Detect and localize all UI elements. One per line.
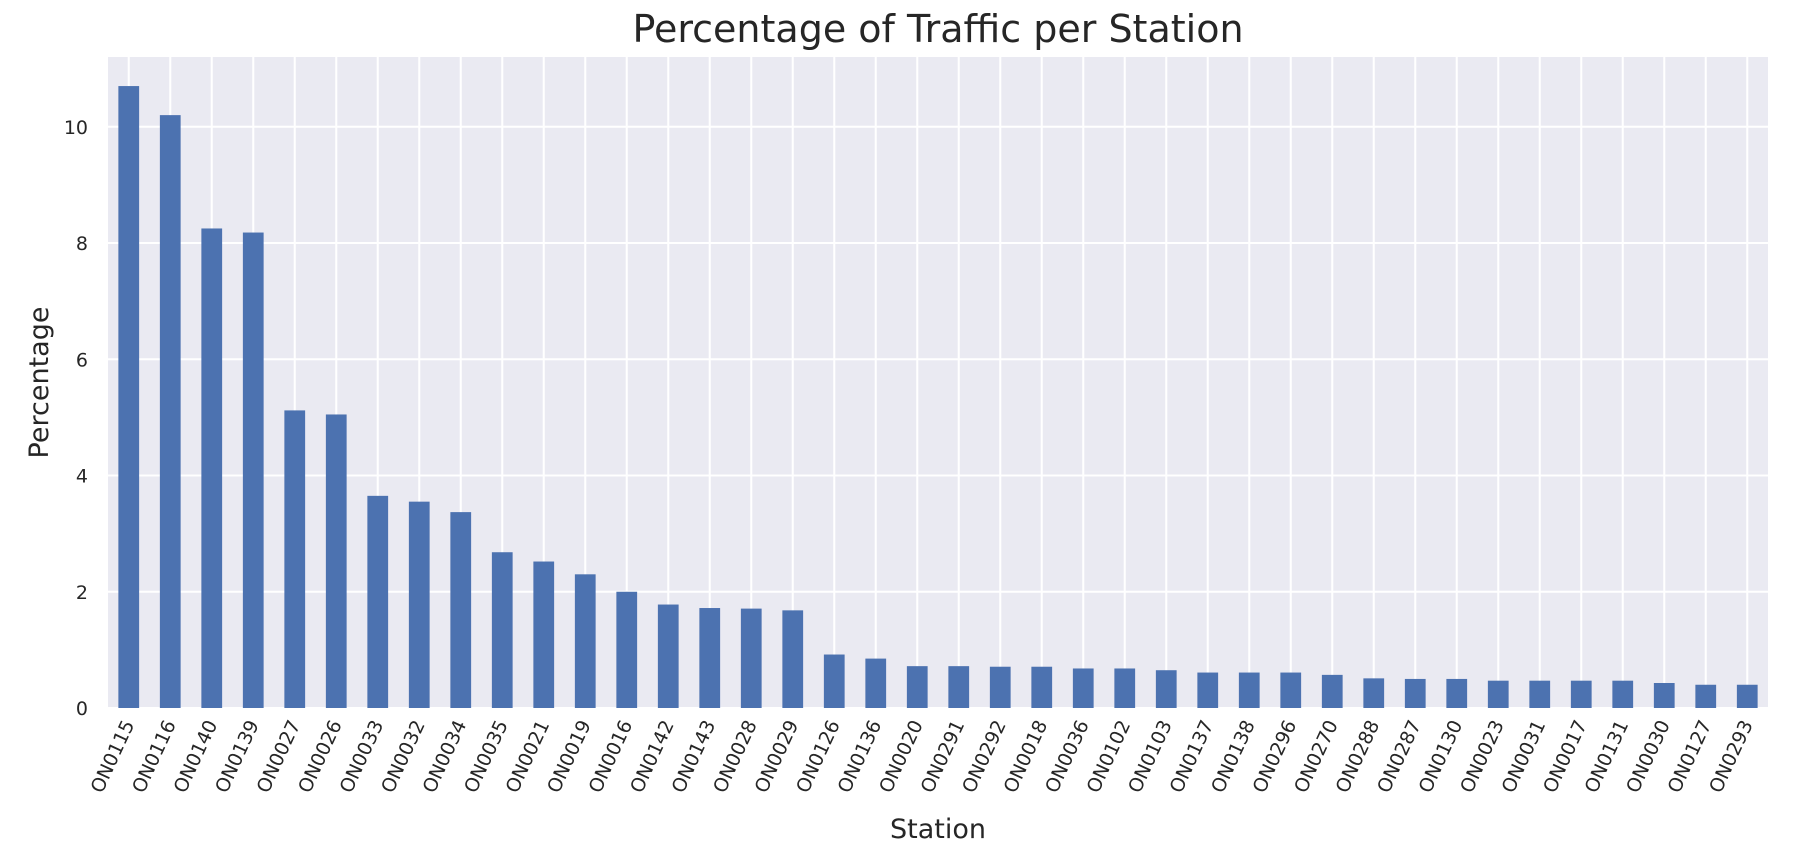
bar — [782, 610, 804, 708]
bar — [1529, 680, 1551, 708]
bar — [823, 654, 845, 708]
y-tick-label: 0 — [76, 698, 88, 720]
bar — [367, 495, 389, 708]
bar — [1238, 672, 1260, 708]
bar — [450, 512, 472, 708]
bar — [865, 658, 887, 708]
bar — [1612, 680, 1634, 708]
bar — [906, 666, 928, 708]
bar — [491, 552, 513, 708]
y-tick-label: 8 — [76, 233, 88, 255]
bar — [201, 228, 223, 708]
bar — [574, 574, 596, 708]
y-axis-label: Percentage — [24, 307, 55, 459]
y-tick-label: 4 — [76, 466, 88, 488]
chart-title: Percentage of Traffic per Station — [632, 7, 1243, 51]
bar — [1487, 680, 1509, 708]
bar — [1072, 668, 1094, 708]
bar — [1363, 678, 1385, 708]
bar — [1404, 678, 1426, 708]
bar — [1570, 680, 1592, 708]
bar-series — [118, 86, 1758, 708]
bar — [989, 666, 1011, 708]
bar — [616, 591, 638, 708]
bar — [699, 608, 721, 708]
bar — [657, 604, 679, 708]
bar — [740, 608, 762, 708]
bar — [1446, 678, 1468, 708]
y-tick-label: 10 — [64, 117, 88, 139]
bar — [242, 232, 264, 708]
y-tick-label: 2 — [76, 582, 88, 604]
bar — [1155, 670, 1177, 708]
bar — [1280, 672, 1302, 708]
bar — [284, 410, 306, 708]
bar — [1695, 684, 1717, 708]
bar — [1114, 668, 1136, 708]
bar — [948, 666, 970, 708]
bar — [118, 86, 140, 708]
bar — [1653, 683, 1675, 708]
bar — [408, 501, 430, 708]
y-tick-label: 6 — [76, 349, 88, 371]
bar — [1736, 684, 1758, 708]
y-tick-labels: 0 2 4 6 8 10 — [64, 117, 88, 720]
bar — [1031, 666, 1053, 708]
x-axis-label: Station — [890, 814, 986, 845]
bar — [159, 115, 181, 708]
plot-area — [108, 57, 1768, 708]
bar — [325, 414, 347, 708]
bar — [1197, 672, 1219, 708]
bar — [1321, 674, 1343, 708]
bar — [533, 561, 555, 708]
x-tick-labels: ON0115ON0116ON0140ON0139ON0027ON0026ON00… — [87, 717, 1758, 797]
